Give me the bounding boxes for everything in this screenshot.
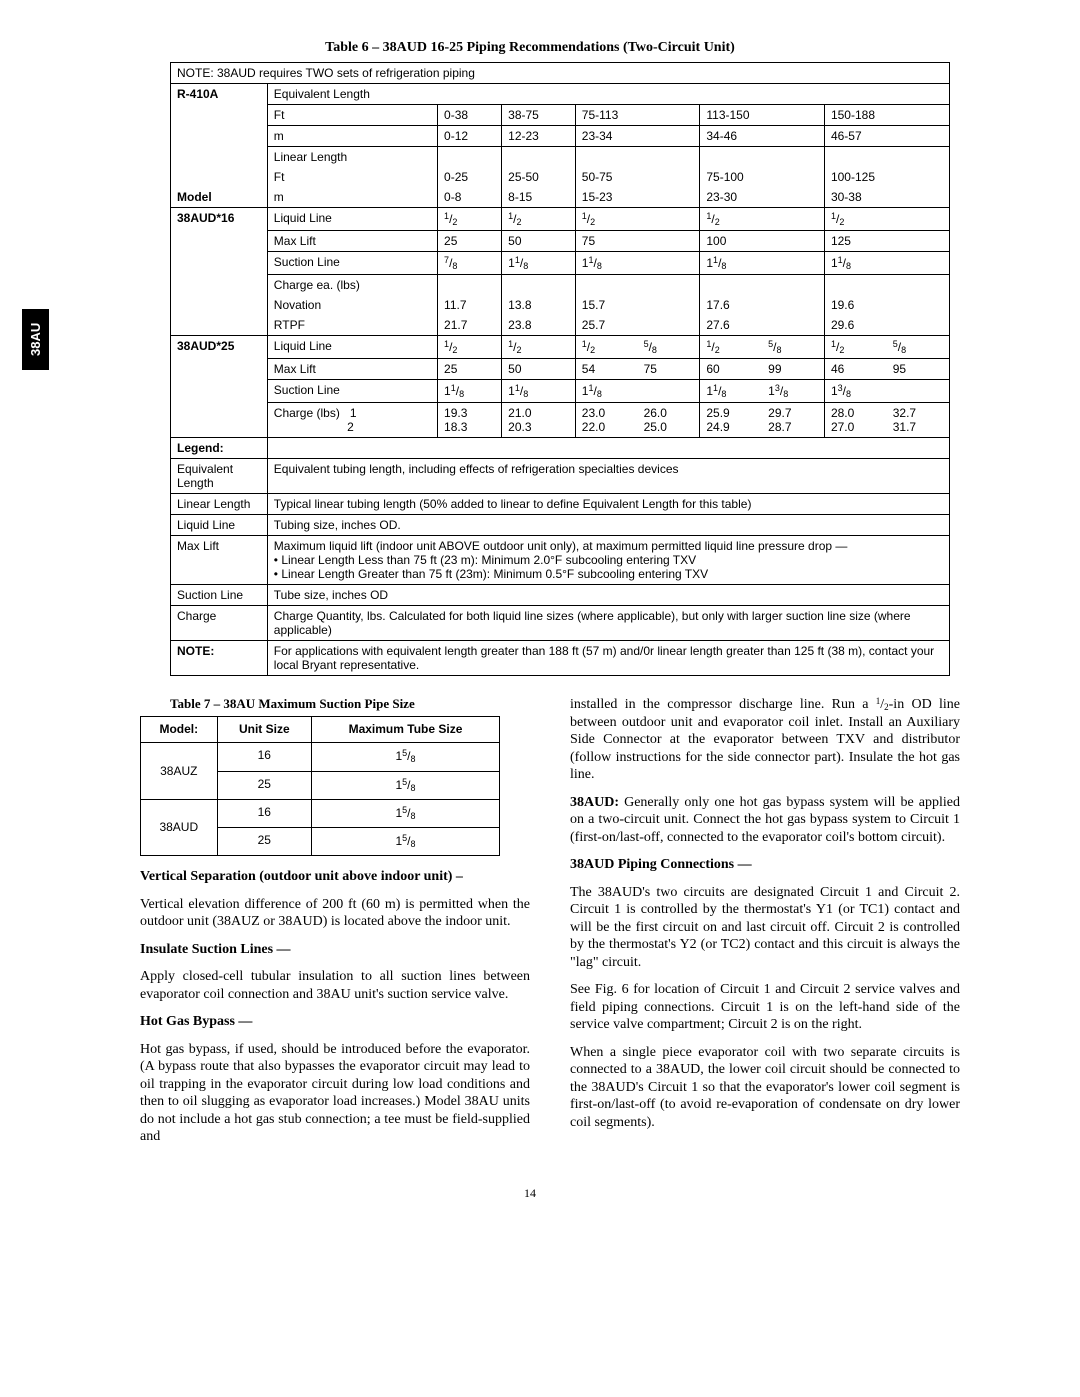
section-tab: 38AU <box>22 309 49 370</box>
eqft-1: 38-75 <box>502 105 576 126</box>
eqft-3: 113-150 <box>700 105 825 126</box>
aud-text: 38AUD: Generally only one hot gas bypass… <box>570 794 960 847</box>
vs-heading: Vertical Separation (outdoor unit above … <box>140 869 463 884</box>
m16-liq-0: 1/2 <box>438 208 502 231</box>
table7: Model: Unit Size Maximum Tube Size 38AUZ… <box>140 716 500 856</box>
table6: NOTE: 38AUD requires TWO sets of refrige… <box>170 62 950 676</box>
pc-p1: The 38AUD's two circuits are designated … <box>570 884 960 972</box>
ft-label: Ft <box>267 105 437 126</box>
table7-title: Table 7 – 38AU Maximum Suction Pipe Size <box>170 696 530 712</box>
eqft-0: 0-38 <box>438 105 502 126</box>
ins-text: Apply closed-cell tubular insulation to … <box>140 968 530 1003</box>
eqft-4: 150-188 <box>824 105 949 126</box>
ins-heading: Insulate Suction Lines — <box>140 942 291 957</box>
legend-header: Legend: <box>171 438 268 459</box>
r410a-label: R-410A <box>171 84 268 105</box>
pc-p3: When a single piece evaporator coil with… <box>570 1044 960 1132</box>
model-label: Model <box>171 187 268 208</box>
table6-note: NOTE: 38AUD requires TWO sets of refrige… <box>171 63 950 84</box>
vs-text: Vertical elevation difference of 200 ft … <box>140 896 530 931</box>
page-number: 14 <box>40 1186 1020 1201</box>
eqft-2: 75-113 <box>575 105 700 126</box>
hgb-heading: Hot Gas Bypass — <box>140 1014 252 1029</box>
m25-name: 38AUD*25 <box>171 336 268 359</box>
pc-heading: 38AUD Piping Connections — <box>570 857 752 872</box>
eq-len-label: Equivalent Length <box>267 84 949 105</box>
m16-name: 38AUD*16 <box>171 208 268 231</box>
table6-title: Table 6 – 38AUD 16-25 Piping Recommendat… <box>40 40 1020 56</box>
hgb-text: Hot gas bypass, if used, should be intro… <box>140 1041 530 1146</box>
pc-p2: See Fig. 6 for location of Circuit 1 and… <box>570 981 960 1034</box>
lin-len-label: Linear Length <box>267 147 437 168</box>
cont-text: installed in the compressor discharge li… <box>570 696 960 784</box>
m-label: m <box>267 126 437 147</box>
